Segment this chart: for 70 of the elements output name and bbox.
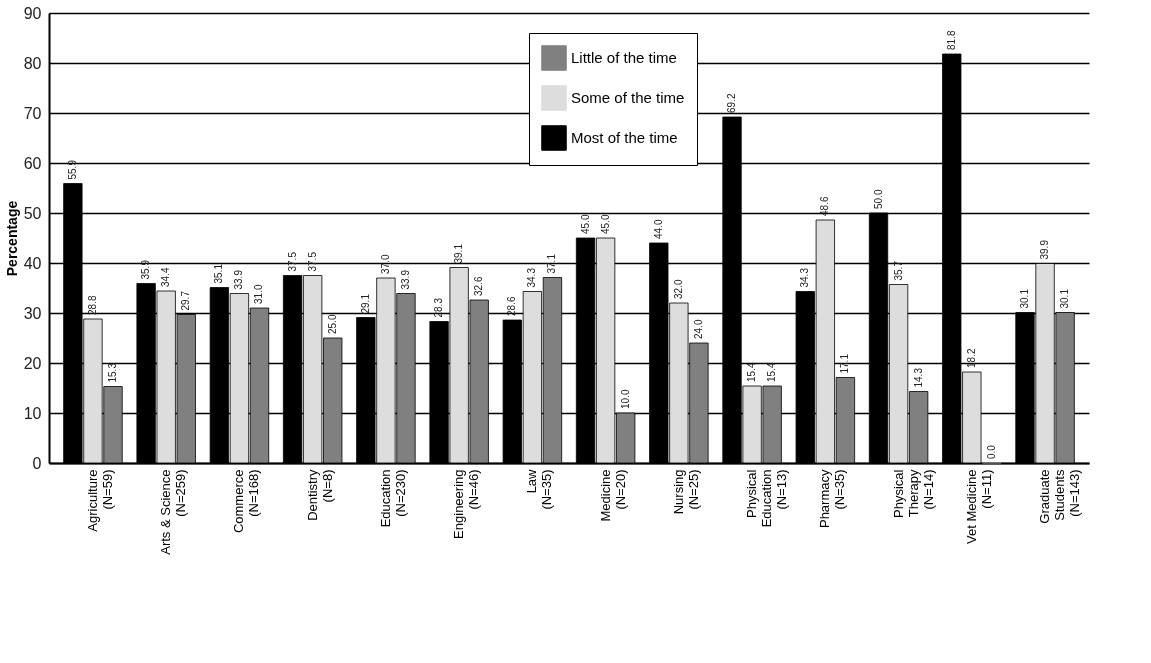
x-tick-label: Vet Medicine (N=11) (963, 469, 994, 544)
data-label: 33.9 (233, 269, 245, 290)
y-tick-label: 70 (23, 104, 42, 122)
y-tick-label: 90 (23, 4, 42, 22)
data-label: 81.8 (945, 30, 957, 50)
data-label: 44.0 (652, 219, 664, 239)
data-label: 28.8 (86, 295, 98, 315)
x-tick-label: Agriculture (N=59) (84, 469, 115, 532)
data-label: 28.6 (506, 296, 518, 316)
x-tick-label: Physical Education (N=13) (744, 469, 790, 528)
x-tick-label: Graduate Students (N=143) (1037, 469, 1083, 524)
data-label: 24.0 (692, 319, 704, 339)
x-tick-label: Law (N=35) (524, 468, 555, 510)
x-tick-label: Arts & Science (N=259) (158, 469, 189, 555)
data-label: 37.1 (546, 253, 558, 274)
data-label: 50.0 (872, 189, 884, 209)
data-label: 29.7 (180, 290, 192, 311)
data-label: 34.4 (160, 267, 172, 287)
data-label: 15.4 (766, 362, 778, 382)
data-label: 15.3 (107, 362, 119, 383)
data-label: 39.1 (453, 243, 465, 264)
x-tick-label: Commerce (N=168) (231, 469, 262, 534)
y-tick-label: 30 (23, 304, 42, 322)
y-axis-title: Percentage (3, 200, 20, 277)
x-tick-label: Medicine (N=20) (597, 469, 628, 522)
y-tick-label: 60 (23, 154, 42, 172)
data-label: 35.1 (213, 263, 225, 284)
data-label: 32.6 (473, 276, 485, 296)
data-label: 37.5 (286, 251, 298, 272)
x-tick-label: Pharmacy (N=35) (817, 469, 848, 529)
data-label: 29.1 (359, 293, 371, 314)
data-label: 33.9 (399, 269, 411, 290)
data-label: 10.0 (619, 389, 631, 409)
data-label: 35.7 (892, 260, 904, 281)
data-label: 69.2 (726, 93, 738, 113)
data-label: 25.0 (326, 314, 338, 334)
data-label: 18.2 (965, 348, 977, 368)
y-tick-label: 10 (23, 404, 42, 422)
data-label: 34.3 (799, 267, 811, 288)
x-tick-label: Dentistry (N=8) (304, 469, 335, 521)
data-label: 37.5 (306, 251, 318, 272)
data-label: 14.3 (912, 367, 924, 388)
x-tick-label: Physical Therapy (N=14) (890, 469, 936, 518)
data-label: 45.0 (599, 214, 611, 234)
data-label: 30.1 (1059, 288, 1071, 309)
data-label: 48.6 (819, 196, 831, 216)
x-tick-label: Engineering (N=46) (451, 469, 482, 539)
data-label: 55.9 (66, 159, 78, 180)
y-tick-label: 80 (23, 54, 42, 72)
y-tick-label: 40 (23, 254, 42, 272)
data-label: 30.1 (1018, 288, 1030, 309)
y-tick-label: 20 (23, 354, 42, 372)
legend-label: Little of the time (571, 49, 677, 66)
data-label: 15.4 (746, 362, 758, 382)
data-label: 17.1 (839, 353, 851, 374)
y-tick-label: 0 (32, 454, 42, 472)
legend-label: Most of the time (571, 129, 678, 146)
legend-label: Some of the time (571, 89, 685, 106)
data-label: 45.0 (579, 214, 591, 234)
data-label: 34.3 (526, 267, 538, 288)
data-label: 32.0 (672, 279, 684, 299)
data-label: 39.9 (1039, 239, 1051, 260)
x-tick-label: Education (N=230) (377, 469, 408, 528)
data-label: 37.0 (379, 254, 391, 274)
data-label: 31.0 (253, 284, 265, 304)
data-label: 0.0 (985, 444, 997, 459)
data-label: 28.3 (433, 297, 445, 318)
data-label: 35.9 (140, 259, 152, 280)
y-tick-label: 50 (23, 204, 42, 222)
x-tick-label: Nursing (N=25) (670, 469, 701, 515)
